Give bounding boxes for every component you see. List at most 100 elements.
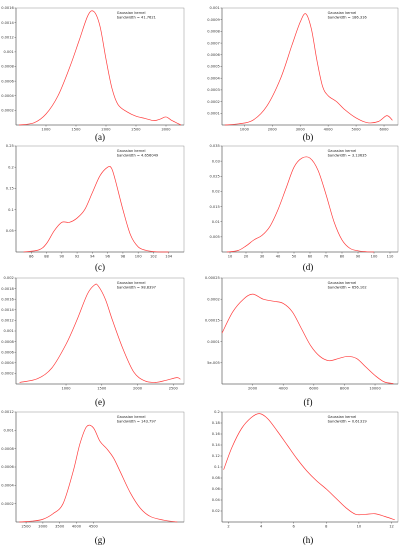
panel-label: (d) bbox=[303, 262, 314, 272]
kde-panel-8: 2 4 6 8 10 12 0.02 0.04 0.06 0.08 0.1 0.12 0.14 0.16 0… bbox=[212, 410, 399, 545]
y-tick-label: 0.0002 bbox=[1, 109, 14, 113]
kde-panel-3: 86 88 90 92 94 96 98 100 102 104 0.05 0.1 0.15 0.2 0.2… bbox=[6, 144, 185, 272]
y-tick-label: 0.0006 bbox=[207, 53, 220, 57]
y-tick-label: 0.0008 bbox=[1, 340, 14, 344]
density-curve bbox=[226, 156, 375, 253]
y-tick-label: 0.0004 bbox=[1, 484, 14, 488]
y-tick-label: 0.0018 bbox=[1, 287, 14, 291]
y-tick-label: 0.001 bbox=[4, 329, 14, 333]
legend-entry: Gaussian kernel bbox=[328, 415, 357, 419]
kde-panel-4: 10 20 30 40 50 60 70 80 90 100 110 0.005 0.01 0.015 0.… bbox=[210, 144, 399, 272]
density-curve bbox=[23, 166, 169, 253]
y-tick-label: 0.0003 bbox=[207, 88, 220, 92]
y-tick-label: 0.18 bbox=[212, 421, 221, 425]
y-tick-label: 0.001 bbox=[4, 429, 14, 433]
kde-panel-1: 1000 1500 2000 2500 3000 0.0002 0.0004 0.0006 0.… bbox=[1, 6, 185, 142]
legend-entry: bandwidth = 0.61319 bbox=[328, 420, 368, 424]
panel-label: (c) bbox=[95, 262, 105, 272]
y-tick-label: 0.0007 bbox=[207, 41, 220, 45]
x-tick-label: 3000 bbox=[296, 128, 306, 132]
y-tick-label: 0.0001 bbox=[207, 340, 220, 344]
legend-entry: Gaussian kernel bbox=[117, 415, 146, 419]
y-tick-label: 0.15 bbox=[6, 187, 14, 191]
legend-entry: Gaussian kernel bbox=[117, 11, 146, 15]
y-tick-label: 0.2 bbox=[8, 165, 14, 169]
x-tick-label: 8 bbox=[325, 525, 328, 529]
y-tick-label: 0.025 bbox=[210, 174, 220, 178]
y-tick-label: 0.0014 bbox=[1, 21, 14, 25]
x-tick-label: 96 bbox=[105, 255, 110, 259]
plot-frame bbox=[15, 411, 185, 523]
density-curve bbox=[221, 293, 394, 384]
y-tick-label: 0.0006 bbox=[1, 350, 14, 354]
y-tick-label: 0.0008 bbox=[207, 30, 220, 34]
kde-panel-6: 2000 4000 6000 8000 10000 5e-005 0.0001 0.00015… bbox=[205, 276, 399, 407]
x-tick-label: 12 bbox=[389, 525, 394, 529]
panel-label: (a) bbox=[95, 132, 105, 142]
density-curve bbox=[19, 424, 178, 523]
kde-panel-2: 1000 2000 3000 4000 5000 6000 0.0001 0.0002 0.00… bbox=[207, 6, 399, 142]
legend-entry: bandwidth = 143.797 bbox=[117, 420, 156, 424]
y-tick-label: 0.0002 bbox=[207, 297, 220, 301]
legend-entry: Gaussian kernel bbox=[328, 281, 357, 285]
y-tick-label: 0.035 bbox=[210, 144, 220, 148]
x-tick-label: 86 bbox=[29, 255, 34, 259]
x-tick-label: 4000 bbox=[279, 387, 289, 391]
y-tick-label: 0.0012 bbox=[1, 35, 14, 39]
y-tick-label: 0.015 bbox=[210, 205, 220, 209]
x-tick-label: 2500 bbox=[22, 525, 32, 529]
y-tick-label: 0.1 bbox=[8, 208, 14, 212]
y-tick-label: 0.00015 bbox=[205, 319, 220, 323]
y-tick-label: 0.0008 bbox=[1, 447, 14, 451]
x-tick-label: 110 bbox=[387, 255, 395, 259]
panel-label: (h) bbox=[303, 535, 314, 545]
legend-entry: Gaussian kernel bbox=[117, 281, 146, 285]
x-tick-label: 50 bbox=[292, 255, 297, 259]
x-tick-label: 100 bbox=[135, 255, 143, 259]
y-tick-label: 0.0012 bbox=[1, 410, 14, 414]
kde-panel-7: 2500 3000 3500 4000 4500 0.0002 0.0004 0.0006 0.… bbox=[1, 410, 185, 545]
y-tick-label: 0.0014 bbox=[1, 308, 14, 312]
x-tick-label: 6000 bbox=[379, 128, 389, 132]
x-tick-label: 1000 bbox=[61, 387, 71, 391]
legend-entry: bandwidth = 656.102 bbox=[328, 286, 367, 290]
panel-label: (f) bbox=[304, 397, 313, 407]
panel-label: (g) bbox=[95, 535, 106, 545]
x-tick-label: 4000 bbox=[324, 128, 334, 132]
x-tick-label: 40 bbox=[276, 255, 281, 259]
x-tick-label: 4000 bbox=[72, 525, 82, 529]
x-tick-label: 3500 bbox=[55, 525, 65, 529]
y-tick-label: 0.25 bbox=[6, 144, 14, 148]
x-tick-label: 2500 bbox=[169, 387, 179, 391]
x-tick-label: 60 bbox=[308, 255, 313, 259]
x-tick-label: 1500 bbox=[97, 387, 107, 391]
x-tick-label: 10 bbox=[357, 525, 362, 529]
x-tick-label: 30 bbox=[260, 255, 265, 259]
x-tick-label: 90 bbox=[356, 255, 361, 259]
y-tick-label: 0.08 bbox=[212, 476, 221, 480]
y-tick-label: 0.0006 bbox=[1, 79, 14, 83]
y-tick-label: 0.1 bbox=[214, 465, 220, 469]
kde-panel-5: 1000 1500 2000 2500 0.0002 0.0004 0.0006 0.0008… bbox=[1, 276, 185, 407]
y-tick-label: 0.0016 bbox=[1, 297, 14, 301]
legend-entry: Gaussian kernel bbox=[328, 11, 357, 15]
y-tick-label: 0.0012 bbox=[1, 319, 14, 323]
x-tick-label: 2000 bbox=[248, 387, 258, 391]
x-tick-label: 5000 bbox=[352, 128, 362, 132]
x-tick-label: 102 bbox=[150, 255, 157, 259]
y-tick-label: 0.0016 bbox=[1, 6, 14, 10]
x-tick-label: 2000 bbox=[133, 387, 143, 391]
density-curve bbox=[224, 13, 393, 126]
x-tick-label: 20 bbox=[244, 255, 249, 259]
x-tick-label: 6 bbox=[293, 525, 296, 529]
y-tick-label: 0.02 bbox=[212, 509, 220, 513]
x-tick-label: 4 bbox=[260, 525, 263, 529]
y-tick-label: 0.05 bbox=[6, 229, 14, 233]
plot-frame bbox=[221, 7, 399, 126]
density-curve bbox=[223, 413, 395, 521]
x-tick-label: 10 bbox=[228, 255, 233, 259]
x-tick-label: 98 bbox=[121, 255, 126, 259]
x-tick-label: 88 bbox=[44, 255, 49, 259]
y-tick-label: 0.0004 bbox=[207, 76, 220, 80]
